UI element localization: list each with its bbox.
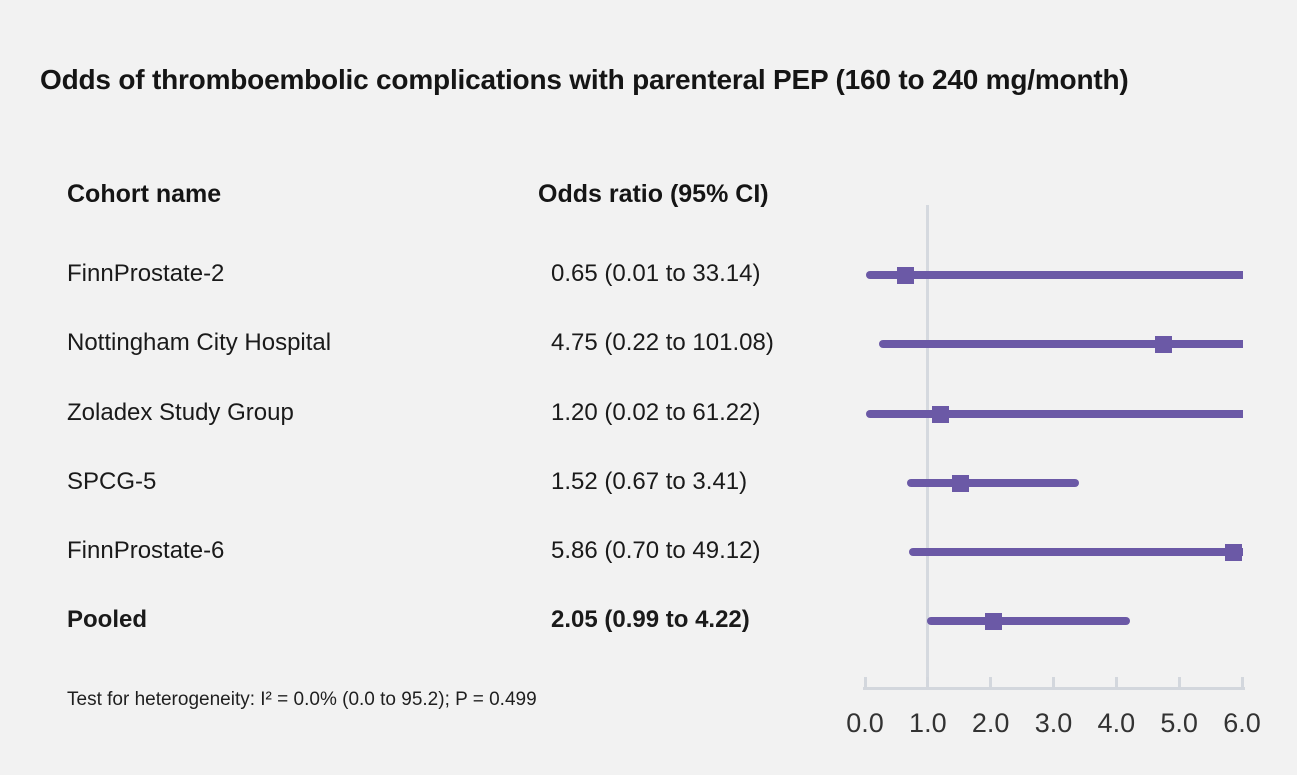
cohort-name-label: FinnProstate-6: [67, 537, 225, 564]
x-axis-tick-label: 3.0: [1034, 708, 1073, 738]
column-header-odds-ratio: Odds ratio (95% CI): [538, 180, 769, 208]
x-axis-tick-label: 1.0: [909, 708, 947, 738]
x-axis-tick: [1052, 677, 1055, 687]
x-axis-tick-label: 5.0: [1160, 708, 1198, 738]
x-axis-tick: [863, 677, 867, 687]
x-axis-tick: [926, 677, 930, 687]
cohort-name-label: Nottingham City Hospital: [67, 329, 332, 356]
x-axis-tick: [1114, 677, 1118, 687]
x-axis-tick-label: 6.0: [1223, 708, 1261, 738]
x-axis-tick: [989, 677, 993, 687]
odds-ratio-value-label: 5.86 (0.70 to 49.12): [551, 537, 761, 564]
odds-ratio-value-label: 2.05 (0.99 to 4.22): [551, 606, 750, 633]
odds-ratio-value-label: 4.75 (0.22 to 101.08): [551, 329, 774, 356]
odds-ratio-value-label: 1.20 (0.02 to 61.22): [551, 399, 761, 426]
heterogeneity-footnote: Test for heterogeneity: I² = 0.0% (0.0 t…: [67, 689, 537, 710]
x-axis-tick: [1177, 677, 1181, 687]
chart-title: Odds of thromboembolic complications wit…: [40, 64, 1129, 95]
odds-ratio-marker: [1224, 543, 1242, 561]
confidence-interval-line: [866, 410, 1243, 418]
cohort-name-label: Pooled: [67, 606, 148, 633]
confidence-interval-line: [927, 617, 1131, 625]
cohort-name-label: Zoladex Study Group: [67, 399, 294, 426]
odds-ratio-marker: [952, 474, 969, 492]
cohort-name-label: SPCG-5: [67, 468, 157, 495]
confidence-interval-line: [865, 271, 1243, 279]
confidence-interval-line: [908, 548, 1243, 556]
x-axis-line: [863, 687, 1245, 690]
reference-line-at-1: [926, 205, 930, 690]
odds-ratio-marker: [931, 405, 949, 423]
odds-ratio-marker: [985, 612, 1003, 630]
x-axis-tick-label: 0.0: [846, 708, 884, 738]
odds-ratio-value-label: 0.65 (0.01 to 33.14): [551, 260, 761, 287]
cohort-name-label: FinnProstate-2: [67, 260, 225, 287]
column-header-cohort-name: Cohort name: [67, 180, 222, 208]
x-axis-tick-label: 2.0: [971, 708, 1010, 738]
confidence-interval-line: [907, 479, 1080, 487]
x-axis-tick-label: 4.0: [1097, 708, 1136, 738]
x-axis-tick: [1240, 677, 1244, 687]
odds-ratio-value-label: 1.52 (0.67 to 3.41): [551, 468, 748, 495]
odds-ratio-marker: [897, 266, 915, 284]
confidence-interval-line: [878, 340, 1243, 348]
odds-ratio-marker: [1154, 335, 1172, 353]
